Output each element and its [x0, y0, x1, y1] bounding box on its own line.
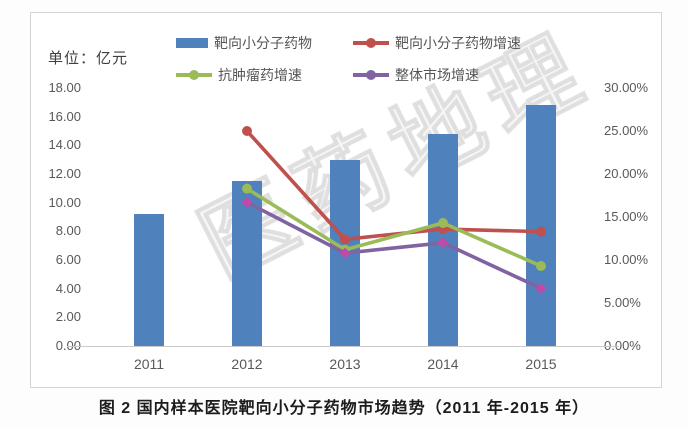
y-axis-left-tick-label: 18.00 — [48, 80, 81, 95]
y-axis-left-tick-label: 4.00 — [55, 280, 81, 296]
y-axis-right-tick-label: 0.00% — [604, 338, 641, 353]
y-axis-left-tick-label: 6.00 — [55, 252, 81, 267]
marker-red — [536, 226, 546, 237]
y-axis-right-tick-label: 25.00% — [604, 123, 649, 138]
line-red — [245, 129, 542, 242]
legend-item-purple-line: 整体市场增速 — [353, 67, 479, 83]
marker-green — [536, 261, 546, 272]
y-axis-right-tick-label: 30.00% — [604, 80, 649, 95]
legend-label: 抗肿瘤药增速 — [218, 67, 302, 83]
y-axis-left-tick-label: 16.00 — [48, 108, 81, 124]
purple-line-swatch-icon — [353, 69, 389, 81]
y-axis-left-tick-label: 10.00 — [48, 194, 81, 210]
line-green — [246, 187, 542, 268]
y-axis-right-tick-label: 5.00% — [604, 295, 641, 310]
legend-item-red-line: 靶向小分子药物增速 — [353, 35, 521, 51]
marker-red — [242, 126, 252, 136]
x-axis-label-2015: 2015 — [525, 356, 557, 372]
bar-2011 — [134, 214, 164, 346]
x-axis-label-2011: 2011 — [133, 356, 165, 372]
red-line-swatch-icon — [353, 37, 389, 49]
y-axis-left-tick-label: 14.00 — [48, 137, 81, 153]
y-axis-left-tick-label: 8.00 — [55, 223, 81, 239]
x-axis-line — [67, 346, 619, 347]
marker-purple — [339, 247, 351, 259]
legend-item-green-line: 抗肿瘤药增速 — [176, 67, 302, 83]
x-axis-label-2014: 2014 — [427, 356, 459, 372]
marker-purple — [241, 196, 253, 208]
y-axis-left-tick-label: 12.00 — [48, 166, 81, 181]
legend-label: 靶向小分子药物增速 — [395, 35, 521, 51]
line-series-layer — [241, 126, 547, 294]
x-axis-label-2013: 2013 — [329, 356, 361, 372]
marker-green — [242, 183, 252, 194]
bar-swatch-icon — [176, 38, 208, 48]
legend-label: 靶向小分子药物 — [214, 35, 312, 51]
marker-green — [438, 218, 448, 229]
marker-red — [340, 234, 350, 245]
x-axis-label-2012: 2012 — [231, 356, 263, 372]
unit-label: 单位：亿元 — [48, 50, 129, 67]
legend-item-bar-series: 靶向小分子药物 — [176, 35, 312, 51]
bar-2015 — [526, 105, 556, 346]
y-axis-left-tick-label: 2.00 — [55, 309, 81, 325]
chart-frame: 医药地理 单位：亿元 靶向小分子药物 靶向小分子药物增速 抗肿瘤药增速 整体市场… — [30, 12, 662, 388]
legend-label: 整体市场增速 — [395, 67, 479, 83]
chart-caption: 图 2 国内样本医院靶向小分子药物市场趋势（2011 年-2015 年） — [98, 400, 590, 417]
marker-purple — [437, 237, 449, 249]
line-purple — [246, 200, 542, 291]
y-axis-right-tick-label: 20.00% — [604, 166, 649, 181]
y-axis-right-tick-label: 15.00% — [604, 209, 649, 224]
y-axis-left-tick-label: 0.00 — [55, 338, 81, 353]
y-axis-right-tick-label: 10.00% — [604, 252, 649, 267]
marker-purple — [535, 282, 547, 294]
green-line-swatch-icon — [176, 69, 212, 81]
plot-area — [89, 88, 596, 346]
